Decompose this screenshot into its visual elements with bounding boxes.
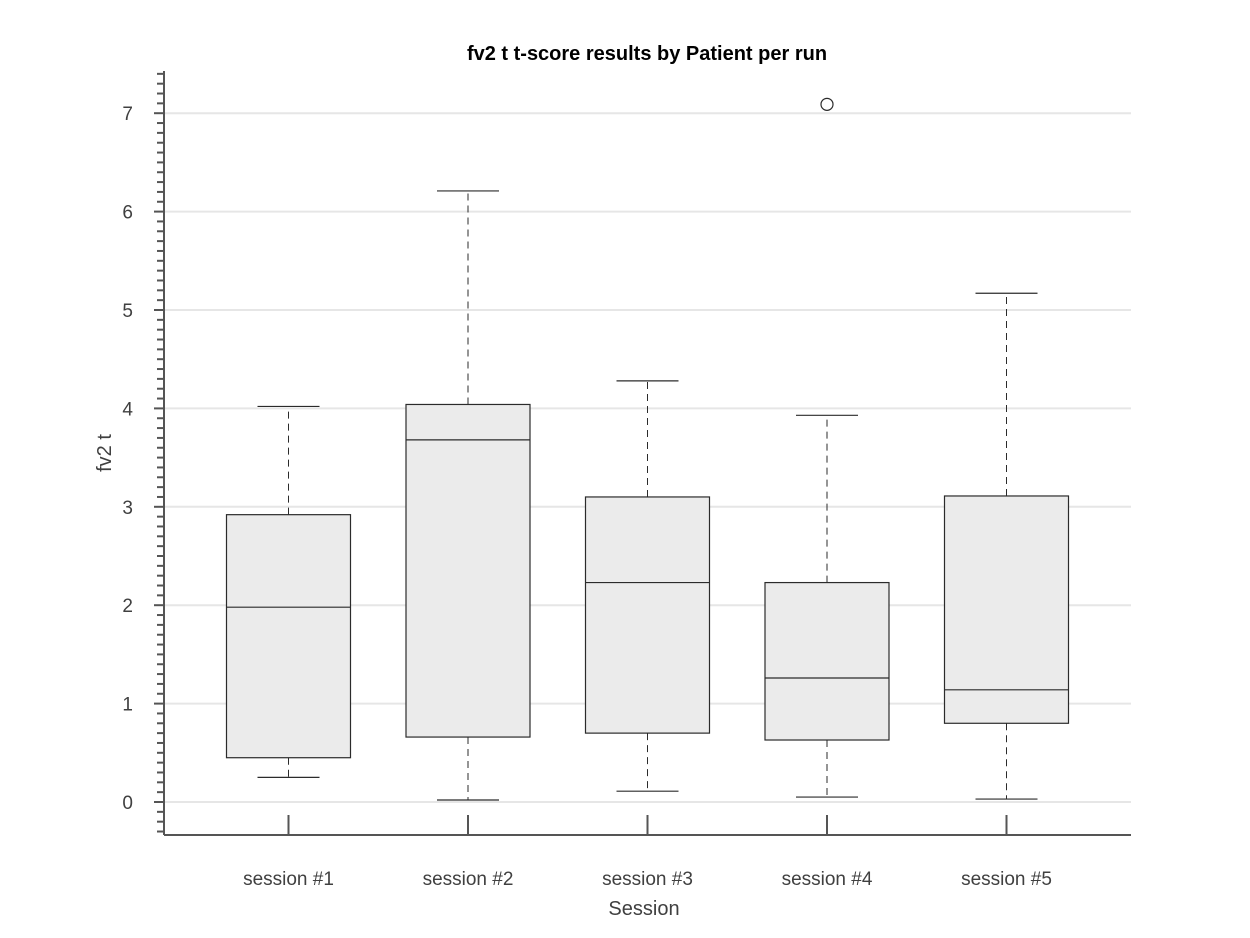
x-tick-label: session #2 <box>423 869 514 890</box>
box-iqr <box>584 496 711 734</box>
box-group <box>584 380 711 792</box>
box-iqr <box>405 403 531 738</box>
x-tick-label: session #1 <box>243 869 334 890</box>
y-tick-label: 5 <box>122 301 133 322</box>
box-series <box>225 97 1070 801</box>
box-iqr <box>764 581 890 741</box>
y-tick-label: 2 <box>122 596 133 617</box>
y-axis-label: fv2 t <box>94 434 116 472</box>
chart-title: fv2 t t-score results by Patient per run <box>467 43 827 65</box>
x-axis-label: Session <box>608 898 679 920</box>
x-ticks: session #1 session #2 session #3 session #4… <box>243 815 1052 890</box>
y-tick-label: 4 <box>122 399 133 420</box>
y-tick-label: 1 <box>122 695 133 716</box>
x-tick-label: session #3 <box>602 869 693 890</box>
box-group <box>943 292 1070 800</box>
box-group <box>405 190 531 801</box>
box-iqr <box>943 495 1070 724</box>
x-tick-label: session #5 <box>961 869 1052 890</box>
y-tick-label: 7 <box>122 104 133 125</box>
y-tick-label: 0 <box>122 793 133 814</box>
x-tick-label: session #4 <box>782 869 873 890</box>
y-tick-label: 3 <box>122 498 133 519</box>
y-tick-label: 6 <box>122 203 133 224</box>
box-iqr <box>225 514 352 759</box>
box-group <box>225 405 352 779</box>
y-ticks: 0 1 2 3 4 5 6 7 <box>122 72 164 833</box>
box-group <box>764 97 890 798</box>
outlier-point <box>820 97 834 111</box>
